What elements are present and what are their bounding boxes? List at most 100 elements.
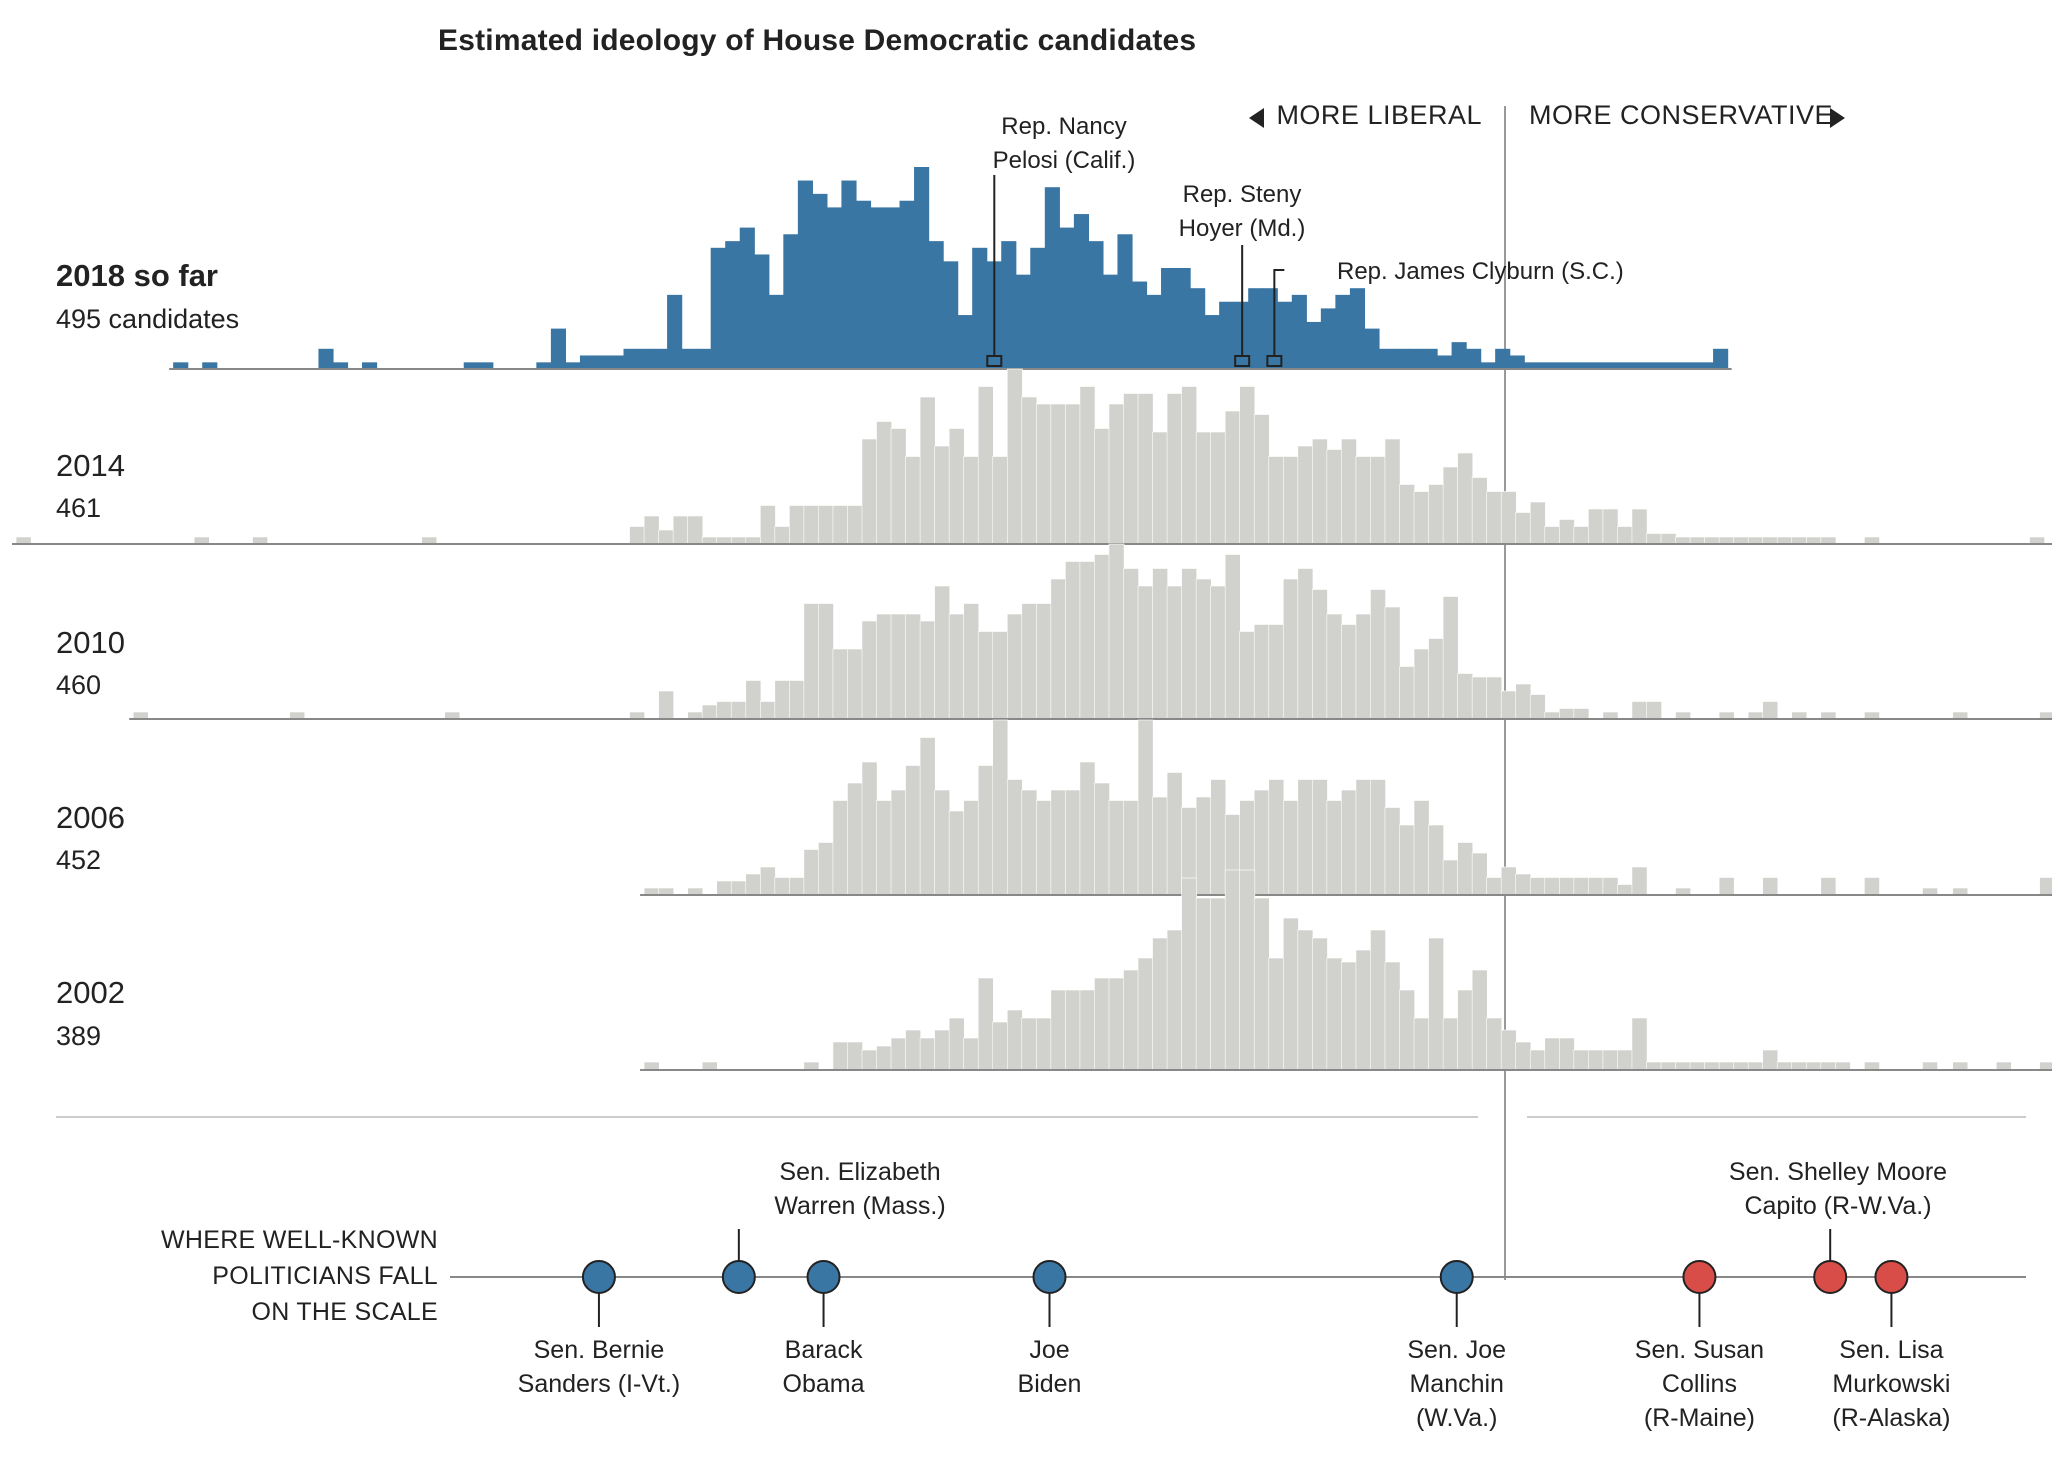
histogram-bar	[1210, 431, 1227, 545]
histogram-bar	[1094, 782, 1110, 896]
histogram-bar	[1335, 294, 1351, 369]
politician-label: Sen. Joe	[1407, 1336, 1506, 1364]
series-count-label: 461	[56, 493, 101, 523]
series-count-label: 452	[56, 845, 101, 875]
histogram-bar	[1282, 456, 1299, 545]
politician-label: Sen. Susan	[1635, 1336, 1764, 1364]
histogram-bar	[1922, 887, 1938, 896]
histogram-bar	[905, 613, 922, 720]
histogram-bar	[1602, 711, 1619, 720]
histogram-bar	[861, 620, 878, 720]
histogram-bar	[992, 456, 1009, 545]
histogram-bar	[701, 1061, 718, 1071]
histogram-bar	[1297, 445, 1314, 545]
histogram-bar	[1451, 342, 1467, 369]
histogram-bar	[1480, 362, 1496, 369]
histogram-bar	[1248, 288, 1264, 369]
histogram-bar	[1762, 701, 1779, 720]
histogram-bar	[963, 603, 980, 720]
histogram-bar	[1326, 957, 1343, 1071]
politician-label: Murkowski	[1832, 1370, 1950, 1398]
annotation-label: Rep. James Clyburn (S.C.)	[1337, 258, 1624, 285]
histogram-bar	[861, 761, 878, 896]
histogram-bar	[876, 1045, 892, 1071]
histogram-bar	[1268, 957, 1285, 1071]
histogram-bar	[1442, 596, 1459, 720]
histogram-bar	[1625, 362, 1642, 369]
histogram-bar	[1588, 508, 1604, 545]
histogram-bar	[716, 536, 733, 545]
histogram-bar	[1297, 568, 1314, 720]
histogram-bar	[1079, 761, 1096, 896]
politician-label: Collins	[1662, 1370, 1737, 1398]
histogram-bar	[1181, 386, 1198, 545]
histogram-bar	[1006, 613, 1023, 720]
histogram-bar	[1312, 438, 1328, 545]
histogram-bar	[2029, 536, 2045, 545]
politician-dot	[721, 1260, 756, 1294]
histogram-bar	[789, 877, 805, 896]
histogram-bar	[2039, 877, 2052, 896]
histogram-bar	[1747, 1061, 1764, 1071]
histogram-bar	[1408, 348, 1424, 369]
histogram-bar	[1698, 362, 1714, 369]
histogram-bar	[919, 620, 936, 720]
histogram-bar	[745, 680, 762, 720]
histogram-bar	[1073, 214, 1089, 369]
histogram-bar	[739, 227, 755, 369]
histogram-bar	[1660, 1061, 1677, 1071]
more-conservative-label: MORE CONSERVATIVE	[1529, 100, 1833, 130]
histogram-bar	[948, 1017, 965, 1071]
chart-text: Estimated ideology of House Democratic c…	[56, 24, 1950, 1432]
histogram-bar	[948, 613, 965, 720]
histogram-bar	[1995, 1061, 2012, 1071]
histogram-bar	[977, 631, 994, 720]
right-arrow-icon	[1830, 108, 1845, 128]
histogram-bar	[1355, 613, 1372, 720]
histogram-bar	[1224, 869, 1241, 1071]
histogram-bar	[1219, 301, 1235, 369]
histogram-bar	[362, 362, 378, 369]
histogram-bar	[1471, 969, 1488, 1071]
politician-label: (W.Va.)	[1416, 1404, 1497, 1432]
histogram-bar	[1413, 491, 1430, 545]
histogram-bar	[1030, 247, 1046, 369]
histogram-bar	[963, 456, 980, 545]
histogram-bar	[1137, 957, 1154, 1071]
histogram-bar	[1181, 877, 1198, 1071]
histogram-bar	[1791, 711, 1808, 720]
histogram-bar	[1428, 937, 1444, 1071]
histogram-bar	[1733, 536, 1750, 545]
histogram-bar	[943, 261, 959, 369]
histogram-bar	[759, 505, 776, 545]
histogram-bar	[1529, 501, 1546, 545]
histogram-bar	[658, 887, 675, 896]
histogram-bar	[905, 1029, 922, 1071]
histogram-bar	[1820, 877, 1837, 896]
histogram-bar	[730, 701, 747, 720]
histogram-bar	[716, 701, 733, 720]
histogram-bar	[2039, 1061, 2052, 1071]
histogram-bar	[977, 977, 994, 1071]
series-2010	[129, 543, 2052, 720]
histogram-bar	[421, 536, 438, 545]
histogram-bar	[1704, 1061, 1721, 1071]
histogram-bar	[1457, 842, 1474, 896]
histogram-bar	[1515, 1041, 1532, 1071]
histogram-bar	[1137, 393, 1154, 545]
histogram-bar	[1291, 294, 1307, 369]
politician-label: Capito (R-W.Va.)	[1744, 1192, 1931, 1220]
scale-label: POLITICIANS FALL	[212, 1262, 438, 1290]
histogram-bar	[701, 704, 718, 720]
histogram-bar	[1277, 301, 1293, 369]
histogram-bar	[1079, 561, 1096, 720]
histogram-bar	[681, 348, 697, 369]
histogram-bar	[1341, 624, 1357, 720]
histogram-bar	[1805, 536, 1822, 545]
histogram-bar	[173, 362, 189, 369]
histogram-bar	[1050, 578, 1067, 720]
histogram-bar	[803, 603, 820, 720]
histogram-bar	[1689, 536, 1706, 545]
histogram-bar	[1065, 789, 1081, 896]
histogram-bar	[1152, 796, 1168, 896]
